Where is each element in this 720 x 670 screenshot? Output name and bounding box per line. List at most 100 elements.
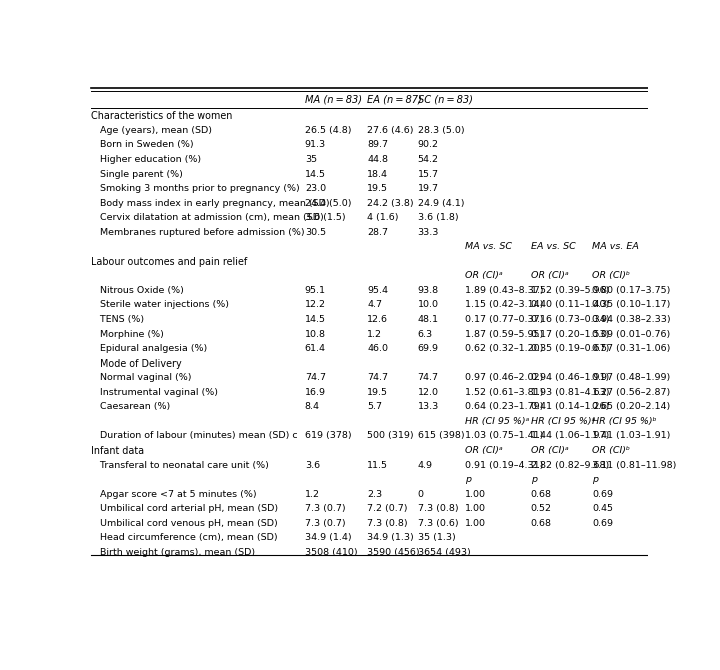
Text: 7.3 (0.7): 7.3 (0.7) xyxy=(305,504,346,513)
Text: 2.82 (0.82–9.68): 2.82 (0.82–9.68) xyxy=(531,460,609,470)
Text: 0.16 (0.73–0.34): 0.16 (0.73–0.34) xyxy=(531,315,609,324)
Text: 0.69: 0.69 xyxy=(593,519,613,528)
Text: 10.0: 10.0 xyxy=(418,300,438,310)
Text: 35 (1.3): 35 (1.3) xyxy=(418,533,455,542)
Text: 15.7: 15.7 xyxy=(418,170,438,178)
Text: Higher education (%): Higher education (%) xyxy=(91,155,202,164)
Text: Nitrous Oxide (%): Nitrous Oxide (%) xyxy=(91,286,184,295)
Text: 0.65 (0.20–2.14): 0.65 (0.20–2.14) xyxy=(593,402,670,411)
Text: Apgar score <7 at 5 minutes (%): Apgar score <7 at 5 minutes (%) xyxy=(91,490,257,498)
Text: Birth weight (grams), mean (SD): Birth weight (grams), mean (SD) xyxy=(91,548,256,557)
Text: 61.4: 61.4 xyxy=(305,344,326,353)
Text: 1.27 (0.56–2.87): 1.27 (0.56–2.87) xyxy=(593,388,670,397)
Text: Smoking 3 months prior to pregnancy (%): Smoking 3 months prior to pregnancy (%) xyxy=(91,184,300,193)
Text: 1.00: 1.00 xyxy=(465,519,486,528)
Text: 0.62 (0.32–1.20): 0.62 (0.32–1.20) xyxy=(465,344,544,353)
Text: 1.2: 1.2 xyxy=(305,490,320,498)
Text: 14.5: 14.5 xyxy=(305,315,326,324)
Text: 5.7: 5.7 xyxy=(367,402,382,411)
Text: 0.80 (0.17–3.75): 0.80 (0.17–3.75) xyxy=(593,286,670,295)
Text: 13.3: 13.3 xyxy=(418,402,438,411)
Text: 615 (398): 615 (398) xyxy=(418,431,464,440)
Text: Cervix dilatation at admission (cm), mean (SD): Cervix dilatation at admission (cm), mea… xyxy=(91,213,324,222)
Text: 0.68: 0.68 xyxy=(531,519,552,528)
Text: Duration of labour (minutes) mean (SD) c: Duration of labour (minutes) mean (SD) c xyxy=(91,431,298,440)
Text: 1.2: 1.2 xyxy=(367,330,382,338)
Text: 11.5: 11.5 xyxy=(367,460,388,470)
Text: 19.5: 19.5 xyxy=(367,184,388,193)
Text: 0.35 (0.19–0.67): 0.35 (0.19–0.67) xyxy=(531,344,609,353)
Text: Head circumference (cm), mean (SD): Head circumference (cm), mean (SD) xyxy=(91,533,278,542)
Text: 1.52 (0.61–3.81): 1.52 (0.61–3.81) xyxy=(465,388,544,397)
Text: Caesarean (%): Caesarean (%) xyxy=(91,402,171,411)
Text: 33.3: 33.3 xyxy=(418,228,439,237)
Text: 24.9 (4.1): 24.9 (4.1) xyxy=(418,198,464,208)
Text: p: p xyxy=(465,475,471,484)
Text: 19.5: 19.5 xyxy=(367,388,388,397)
Text: Instrumental vaginal (%): Instrumental vaginal (%) xyxy=(91,388,218,397)
Text: Umbilical cord arterial pH, mean (SD): Umbilical cord arterial pH, mean (SD) xyxy=(91,504,278,513)
Text: 19.7: 19.7 xyxy=(418,184,438,193)
Text: TENS (%): TENS (%) xyxy=(91,315,144,324)
Text: 1.15 (0.42–3.14): 1.15 (0.42–3.14) xyxy=(465,300,544,310)
Text: Membranes ruptured before admission (%): Membranes ruptured before admission (%) xyxy=(91,228,305,237)
Text: EA (n = 87): EA (n = 87) xyxy=(367,95,422,105)
Text: 46.0: 46.0 xyxy=(367,344,388,353)
Text: 7.3 (0.6): 7.3 (0.6) xyxy=(418,519,458,528)
Text: 90.2: 90.2 xyxy=(418,141,438,149)
Text: 18.4: 18.4 xyxy=(367,170,388,178)
Text: 1.41 (1.03–1.91): 1.41 (1.03–1.91) xyxy=(593,431,670,440)
Text: 3.6: 3.6 xyxy=(305,460,320,470)
Text: 95.1: 95.1 xyxy=(305,286,326,295)
Text: Mode of Delivery: Mode of Delivery xyxy=(91,358,182,369)
Text: 1.93 (0.81–4.63): 1.93 (0.81–4.63) xyxy=(531,388,609,397)
Text: 0.94 (0.46–1.91): 0.94 (0.46–1.91) xyxy=(531,373,609,382)
Text: 23.0: 23.0 xyxy=(305,184,326,193)
Text: 69.9: 69.9 xyxy=(418,344,438,353)
Text: 0.35 (0.10–1.17): 0.35 (0.10–1.17) xyxy=(593,300,670,310)
Text: 1.52 (0.39–5.96): 1.52 (0.39–5.96) xyxy=(531,286,609,295)
Text: 44.8: 44.8 xyxy=(367,155,388,164)
Text: Characteristics of the women: Characteristics of the women xyxy=(91,111,233,121)
Text: 3590 (456): 3590 (456) xyxy=(367,548,420,557)
Text: 6.3: 6.3 xyxy=(418,330,433,338)
Text: 1.00: 1.00 xyxy=(465,490,486,498)
Text: 12.6: 12.6 xyxy=(367,315,388,324)
Text: Age (years), mean (SD): Age (years), mean (SD) xyxy=(91,126,212,135)
Text: 3.11 (0.81–11.98): 3.11 (0.81–11.98) xyxy=(593,460,677,470)
Text: Transferal to neonatal care unit (%): Transferal to neonatal care unit (%) xyxy=(91,460,269,470)
Text: OR (CI)ᵇ: OR (CI)ᵇ xyxy=(593,446,630,455)
Text: 28.7: 28.7 xyxy=(367,228,388,237)
Text: Morphine (%): Morphine (%) xyxy=(91,330,164,338)
Text: 16.9: 16.9 xyxy=(305,388,326,397)
Text: HR (CI 95 %)ᵇ: HR (CI 95 %)ᵇ xyxy=(593,417,657,426)
Text: 1.87 (0.59–5.95): 1.87 (0.59–5.95) xyxy=(465,330,543,338)
Text: 34.9 (1.4): 34.9 (1.4) xyxy=(305,533,351,542)
Text: 3.6 (1.5): 3.6 (1.5) xyxy=(305,213,346,222)
Text: 34.9 (1.3): 34.9 (1.3) xyxy=(367,533,414,542)
Text: Infant data: Infant data xyxy=(91,446,144,456)
Text: EA vs. SC: EA vs. SC xyxy=(531,243,575,251)
Text: Epidural analgesia (%): Epidural analgesia (%) xyxy=(91,344,207,353)
Text: 4.9: 4.9 xyxy=(418,460,433,470)
Text: 24.4 (5.0): 24.4 (5.0) xyxy=(305,198,351,208)
Text: HR (CI 95 %)ᵃ: HR (CI 95 %)ᵃ xyxy=(531,417,595,426)
Text: OR (CI)ᵃ: OR (CI)ᵃ xyxy=(531,271,569,280)
Text: MA vs. EA: MA vs. EA xyxy=(593,243,639,251)
Text: 93.8: 93.8 xyxy=(418,286,438,295)
Text: 3654 (493): 3654 (493) xyxy=(418,548,470,557)
Text: 54.2: 54.2 xyxy=(418,155,438,164)
Text: Normal vaginal (%): Normal vaginal (%) xyxy=(91,373,192,382)
Text: OR (CI)ᵃ: OR (CI)ᵃ xyxy=(465,271,503,280)
Text: 12.2: 12.2 xyxy=(305,300,326,310)
Text: p: p xyxy=(593,475,598,484)
Text: 0.45: 0.45 xyxy=(593,504,613,513)
Text: OR (CI)ᵃ: OR (CI)ᵃ xyxy=(531,446,569,455)
Text: 3.6 (1.8): 3.6 (1.8) xyxy=(418,213,458,222)
Text: Body mass index in early pregnancy, mean (SD): Body mass index in early pregnancy, mean… xyxy=(91,198,330,208)
Text: 26.5 (4.8): 26.5 (4.8) xyxy=(305,126,351,135)
Text: 89.7: 89.7 xyxy=(367,141,388,149)
Text: 74.7: 74.7 xyxy=(367,373,388,382)
Text: 3508 (410): 3508 (410) xyxy=(305,548,357,557)
Text: 0.17 (0.77–0.37): 0.17 (0.77–0.37) xyxy=(465,315,544,324)
